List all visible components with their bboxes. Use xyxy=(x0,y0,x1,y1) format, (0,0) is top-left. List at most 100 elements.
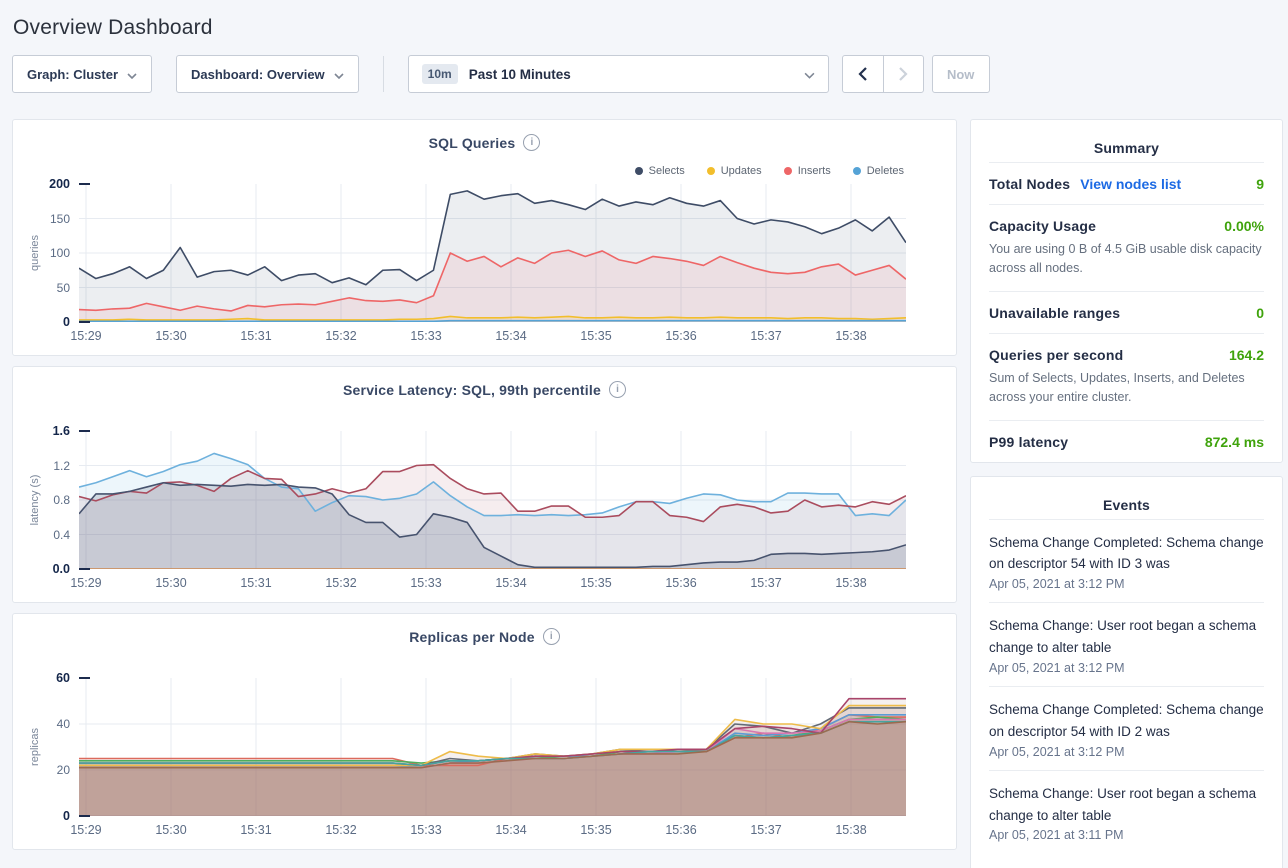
x-tick-label: 15:38 xyxy=(835,329,867,343)
event-timestamp: Apr 05, 2021 at 3:11 PM xyxy=(989,828,1124,843)
y-tick-label: 60 xyxy=(56,671,70,685)
chart-title: Service Latency: SQL, 99th percentile xyxy=(343,381,601,398)
x-tick-label: 15:29 xyxy=(70,576,102,590)
x-tick-label: 15:34 xyxy=(495,823,527,837)
x-tick-label: 15:36 xyxy=(665,576,697,590)
summary-value: 0 xyxy=(1256,304,1264,321)
legend-dot xyxy=(852,167,861,175)
summary-label: Queries per second xyxy=(989,346,1124,363)
side-column: Summary Total Nodes View nodes list 9 Ca… xyxy=(970,119,1283,868)
page-header: Overview Dashboard Graph: Cluster Dashbo… xyxy=(0,0,1288,93)
axis-tick-mark xyxy=(79,815,90,817)
x-tick-label: 15:38 xyxy=(835,576,867,590)
x-tick-label: 15:31 xyxy=(240,576,272,590)
dashboard-select-dropdown[interactable]: Dashboard: Overview xyxy=(176,55,359,93)
main-content: SQL Queries i Selects Updates Inserts Delet… xyxy=(12,119,1283,868)
chart-panel-sql-queries: SQL Queries i Selects Updates Inserts Delet… xyxy=(12,119,957,356)
axis-tick-mark xyxy=(79,321,90,323)
now-button[interactable]: Now xyxy=(931,55,990,93)
time-prev-button[interactable] xyxy=(843,56,883,92)
time-range-picker[interactable]: 10m Past 10 Minutes xyxy=(407,55,829,93)
chevron-down-icon xyxy=(334,67,344,82)
chart-legend: Selects Updates Inserts Deletes xyxy=(634,165,904,177)
event-item: Schema Change: User root began a schema … xyxy=(989,602,1264,686)
x-tick-label: 15:33 xyxy=(410,823,442,837)
info-icon[interactable]: i xyxy=(542,628,560,645)
y-tick-label: 0 xyxy=(63,809,70,823)
y-axis-label: latency (s) xyxy=(29,474,41,526)
x-tick-label: 15:30 xyxy=(155,576,187,590)
view-nodes-list-link[interactable]: View nodes list xyxy=(1080,176,1182,192)
summary-row-unavailable-ranges: Unavailable ranges 0 xyxy=(989,290,1264,333)
chart-title: SQL Queries xyxy=(428,134,516,151)
legend-dot xyxy=(706,167,715,175)
y-tick-label: 0 xyxy=(63,315,70,329)
y-tick-label: 100 xyxy=(49,246,70,260)
legend-item-deletes[interactable]: Deletes xyxy=(852,165,904,177)
time-range-label: Past 10 Minutes xyxy=(468,66,571,82)
legend-label: Selects xyxy=(648,165,685,177)
y-axis-label: queries xyxy=(29,234,41,272)
x-tick-label: 15:29 xyxy=(70,329,102,343)
x-tick-label: 15:35 xyxy=(580,823,612,837)
event-text: Schema Change Completed: Schema change o… xyxy=(989,534,1264,572)
toolbar-divider xyxy=(382,56,384,92)
summary-row-capacity-usage: Capacity Usage 0.00% You are using 0 B o… xyxy=(989,204,1264,291)
time-next-button[interactable] xyxy=(882,56,923,92)
y-tick-label: 50 xyxy=(56,280,70,295)
x-tick-label: 15:31 xyxy=(240,329,272,343)
x-tick-label: 15:30 xyxy=(155,329,187,343)
page-title: Overview Dashboard xyxy=(13,16,213,39)
legend-item-inserts[interactable]: Inserts xyxy=(783,165,831,177)
axis-tick-mark xyxy=(79,568,90,570)
x-tick-label: 15:35 xyxy=(580,329,612,343)
x-tick-label: 15:33 xyxy=(410,576,442,590)
legend-item-selects[interactable]: Selects xyxy=(634,165,685,177)
x-tick-label: 15:32 xyxy=(325,576,357,590)
summary-subtext: Sum of Selects, Updates, Inserts, and De… xyxy=(989,370,1245,405)
y-tick-label: 0.4 xyxy=(53,527,70,542)
service-latency-plot[interactable]: 0.0 0.4 0.8 1.2 1.6 15:29 15:30 15:31 15:32 15:33… xyxy=(53,424,906,590)
event-item: Schema Change Completed: Schema change o… xyxy=(989,685,1264,770)
legend-label: Inserts xyxy=(797,165,831,177)
charts-column: SQL Queries i Selects Updates Inserts Delet… xyxy=(12,119,957,860)
info-icon[interactable]: i xyxy=(608,381,626,398)
summary-title: Summary xyxy=(1093,140,1160,156)
x-tick-label: 15:34 xyxy=(495,576,527,590)
chevron-down-icon xyxy=(804,67,815,82)
summary-label: Total Nodes xyxy=(989,176,1071,192)
event-text: Schema Change Completed: Schema change o… xyxy=(989,701,1264,739)
chart-canvas[interactable] xyxy=(79,431,906,569)
chevron-down-icon xyxy=(127,67,137,82)
graph-select-dropdown[interactable]: Graph: Cluster xyxy=(12,55,153,93)
y-tick-label: 1.2 xyxy=(53,458,70,473)
summary-row-p99-latency: P99 latency 872.4 ms xyxy=(989,419,1264,462)
event-item: Schema Change: User root began a schema … xyxy=(989,769,1264,854)
legend-item-updates[interactable]: Updates xyxy=(706,165,762,177)
sql-queries-plot[interactable]: 0 50 100 150 200 15:29 15:30 15:31 15:32 15:33 15:… xyxy=(49,177,906,343)
x-tick-label: 15:34 xyxy=(495,329,527,343)
summary-row-queries-per-second: Queries per second 164.2 Sum of Selects,… xyxy=(989,332,1264,420)
summary-value: 9 xyxy=(1256,176,1264,192)
replicas-per-node-plot[interactable]: 0 20 40 60 15:29 15:30 15:31 15:32 15:33 15:34 15:… xyxy=(56,671,906,837)
summary-label: P99 latency xyxy=(989,433,1069,450)
legend-label: Deletes xyxy=(866,165,904,177)
chart-title: Replicas per Node xyxy=(409,628,535,645)
y-tick-label: 20 xyxy=(56,763,70,777)
dashboard-select-label: Dashboard: Overview xyxy=(191,66,325,82)
x-tick-label: 15:36 xyxy=(665,823,697,837)
y-tick-label: 200 xyxy=(49,177,70,191)
event-timestamp: Apr 05, 2021 at 3:12 PM xyxy=(989,660,1125,675)
summary-value: 872.4 ms xyxy=(1204,433,1264,450)
x-tick-label: 15:36 xyxy=(665,329,697,343)
toolbar: Graph: Cluster Dashboard: Overview 10m P… xyxy=(12,55,1276,93)
events-panel: Events Schema Change Completed: Schema c… xyxy=(970,475,1283,868)
chart-canvas[interactable] xyxy=(79,678,906,816)
y-axis-label: replicas xyxy=(29,728,41,766)
y-tick-label: 0.0 xyxy=(52,562,70,576)
x-tick-label: 15:37 xyxy=(750,576,782,590)
axis-tick-mark xyxy=(79,430,90,432)
summary-value: 164.2 xyxy=(1228,346,1264,363)
info-icon[interactable]: i xyxy=(523,134,541,151)
chart-canvas[interactable] xyxy=(79,184,906,322)
